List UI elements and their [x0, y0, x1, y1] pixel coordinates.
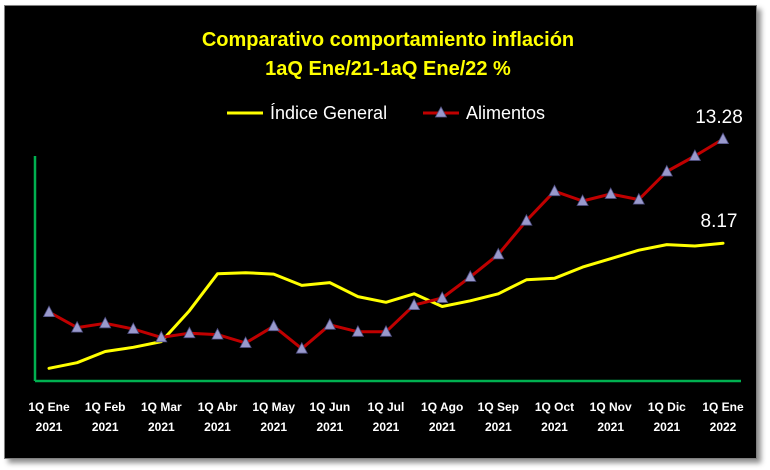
x-tick-label-year: 2021	[260, 420, 287, 434]
data-point-alimentos	[42, 305, 56, 317]
data-point-alimentos	[239, 336, 252, 348]
data-point-alimentos	[520, 213, 533, 226]
x-tick-label-year: 2021	[316, 420, 343, 434]
legend: Índice General Alimentos	[227, 103, 545, 123]
data-point-alimentos	[407, 298, 421, 310]
data-point-alimentos	[155, 330, 168, 343]
data-point-alimentos	[99, 316, 112, 329]
data-point-alimentos	[688, 149, 702, 161]
series-line-indice-general	[47, 241, 725, 370]
data-point-alimentos	[716, 132, 730, 144]
data-point-alimentos	[660, 164, 673, 177]
data-point-alimentos	[492, 247, 505, 260]
x-tick-label: 1Q Feb	[85, 400, 126, 414]
x-tick-label: 1Q May	[252, 400, 295, 414]
chart-area: Comparativo comportamiento inflación 1aQ…	[4, 5, 757, 459]
x-tick-label-year: 2021	[36, 420, 63, 434]
data-point-alimentos	[267, 319, 280, 332]
chart-title: Comparativo comportamiento inflación	[202, 29, 574, 51]
x-tick-label: 1Q Dic	[648, 400, 686, 414]
data-point-alimentos	[183, 326, 196, 339]
legend-label-indice-general: Índice General	[270, 103, 387, 123]
chart-subtitle: 1aQ Ene/21-1aQ Ene/22 %	[265, 58, 511, 80]
x-tick-label-year: 2021	[653, 420, 680, 434]
x-tick-label: 1Q Ago	[421, 400, 463, 414]
x-tick-label-year: 2021	[429, 420, 456, 434]
x-tick-label-year: 2021	[541, 420, 568, 434]
x-tick-label-year: 2021	[204, 420, 231, 434]
legend-label-alimentos: Alimentos	[466, 103, 545, 123]
data-point-alimentos	[464, 270, 477, 282]
x-tick-label: 1Q Jun	[309, 400, 350, 414]
data-point-alimentos	[632, 192, 645, 205]
data-point-alimentos	[351, 324, 365, 337]
x-tick-label: 1Q Nov	[590, 400, 632, 414]
x-tick-label-year: 2021	[373, 420, 400, 434]
x-tick-label-year: 2021	[597, 420, 624, 434]
end-data-label: 13.28	[695, 107, 743, 128]
data-point-alimentos	[211, 327, 224, 340]
x-tick-label: 1Q Jul	[368, 400, 405, 414]
data-point-alimentos	[548, 184, 561, 197]
data-point-alimentos	[70, 320, 84, 333]
x-tick-label: 1Q Ene	[702, 400, 744, 414]
data-point-alimentos	[127, 322, 140, 334]
data-point-alimentos	[295, 341, 308, 354]
series-layer	[42, 132, 730, 370]
x-tick-label-year: 2022	[710, 420, 737, 434]
x-tick-label: 1Q Ene	[28, 400, 70, 414]
data-point-alimentos	[576, 194, 589, 206]
x-tick-label: 1Q Oct	[535, 400, 574, 414]
data-point-alimentos	[436, 291, 449, 303]
end-data-label: 8.17	[701, 211, 738, 232]
x-tick-label: 1Q Abr	[198, 400, 238, 414]
series-line-alimentos	[47, 137, 725, 351]
data-point-alimentos	[323, 317, 336, 330]
x-tick-label-year: 2021	[148, 420, 175, 434]
x-tick-label: 1Q Sep	[478, 400, 519, 414]
inflation-line-chart: Comparativo comportamiento inflación 1aQ…	[28, 29, 744, 434]
data-point-alimentos	[604, 187, 617, 199]
x-tick-label-year: 2021	[92, 420, 119, 434]
data-labels: 8.17 13.28	[695, 107, 743, 232]
x-tick-label-year: 2021	[485, 420, 512, 434]
data-point-alimentos	[379, 324, 393, 337]
x-tick-label: 1Q Mar	[141, 400, 182, 414]
legend-marker-alimentos	[434, 106, 448, 118]
x-tick-labels: 1Q Ene 2021 1Q Feb 2021 1Q Mar 2021 1Q Abr 2021…	[28, 400, 744, 434]
